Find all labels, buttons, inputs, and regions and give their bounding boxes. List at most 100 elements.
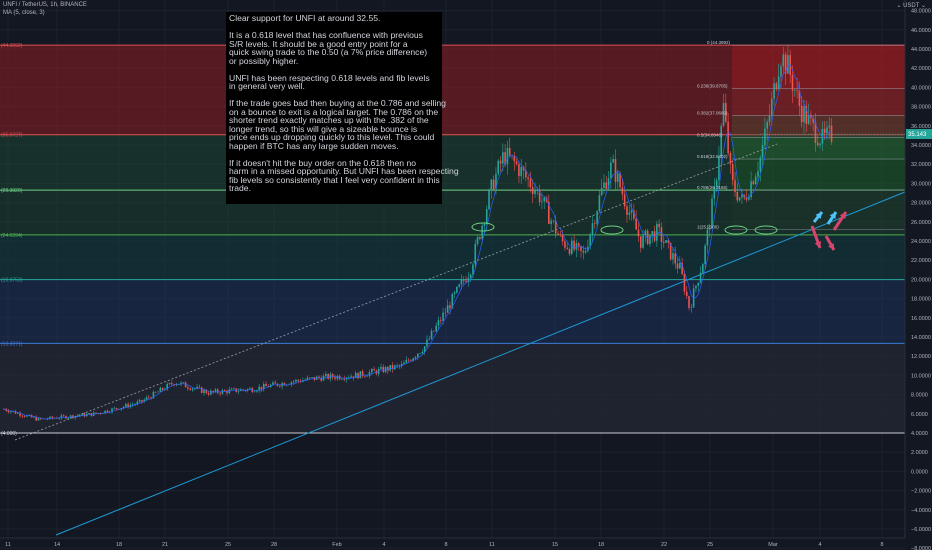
fib-level-label-left: (4.000) [1,431,17,437]
note-line: harm in a missed opportunity. But UNFI h… [229,166,459,176]
candle-body [683,273,686,292]
candle-body [472,264,474,275]
x-tick-label: 28 [271,542,277,548]
candle-body [198,386,201,388]
y-tick-label: 24.0000 [911,239,931,245]
candle-body [816,142,819,146]
candle-body [589,234,591,247]
y-tick-label: 20.0000 [911,277,931,283]
x-tick-label: 18 [116,542,122,548]
x-tick-label: Mar [768,542,778,548]
candle-body [520,167,523,177]
candle-body [161,387,164,390]
candle-body [23,416,26,417]
down-arrow-head [814,241,822,248]
candle-body [223,390,226,391]
candle-body [702,264,704,273]
candle-body [497,160,500,174]
candle-body [626,206,628,215]
candle-body [290,382,293,385]
candle-body [173,384,175,385]
y-tick-label: 40.0000 [911,85,931,91]
note-line: quick swing trade to the 0.50 (a 7% pric… [229,47,428,57]
candle-body [812,118,814,123]
candle-body [412,358,414,361]
candle-body [221,390,224,394]
y-tick-label: 32.0000 [911,162,931,168]
candle-body [391,365,394,370]
candle-body [561,235,564,242]
candle-body [99,413,102,414]
candle-body [623,194,626,207]
note-line: on a bounce to exit is a logical target.… [229,106,439,117]
y-tick-label: 36.0000 [911,124,931,130]
candle-body [766,122,768,129]
candle-body [242,389,244,390]
candle-body [145,397,148,400]
candle-body [667,240,670,243]
candle-body [308,377,311,379]
y-tick-label: 18.0000 [911,297,931,303]
candle-body [522,167,525,171]
current-price-tag [906,129,932,140]
candle-body [403,362,405,364]
candle-body [212,390,214,392]
candle-body [688,296,690,308]
candle-body [699,272,702,283]
candle-body [49,416,51,419]
candle-body [803,106,805,123]
candle-body [559,234,562,236]
candle-body [738,197,741,201]
candle-body [239,389,242,392]
candle-body [704,245,706,265]
candle-body [479,237,481,239]
candle-body [761,145,764,158]
x-tick-label: Feb [332,542,341,548]
candle-body [538,189,541,203]
fib-zone [0,190,905,235]
drawing-annotations [471,211,848,251]
up-arrow-head [815,212,822,219]
currency-selector[interactable]: ⌄ USDT ⌄ [896,3,926,9]
x-tick-label: 11 [5,542,11,548]
candle-body [396,365,398,366]
candle-body [439,320,442,321]
y-tick-label: 44.0000 [911,47,931,53]
moving-average-series [3,64,832,420]
candle-body [490,179,493,191]
symbol-title[interactable]: UNFI / TetherUS, 1h, BINANCE [3,2,87,8]
candle-body [711,198,713,228]
candle-body [115,407,118,409]
candle-body [708,227,711,230]
candle-body [651,231,654,236]
candle-body [628,212,631,215]
candle-body [216,389,219,393]
fib-level-label-left: (29.3029) [1,188,23,194]
candle-body [134,404,136,405]
text-note-box[interactable]: Clear support for UNFI at around 32.55. I… [226,12,459,204]
candle-body [371,369,373,373]
candle-body [568,248,571,254]
candle-body [513,155,516,162]
candle-body [428,338,431,340]
candle-body [357,372,359,379]
candle-body [614,158,617,182]
candle-body [177,384,180,385]
candle-body [642,235,644,248]
candle-body [187,387,189,389]
candle-body [380,366,382,369]
candle-body [143,399,146,402]
candle-body [354,372,357,379]
candle-body [582,251,585,253]
candle-body [423,346,426,352]
candle-body [348,377,350,379]
candle-body [338,375,341,380]
trendline-dashed [14,143,778,441]
fib-level-label-left: (44.3992) [1,43,23,49]
candle-body [713,186,716,199]
candle-body [681,262,683,274]
candle-body [474,243,477,265]
indicator-label[interactable]: MA (5, close, 3) [3,10,45,16]
